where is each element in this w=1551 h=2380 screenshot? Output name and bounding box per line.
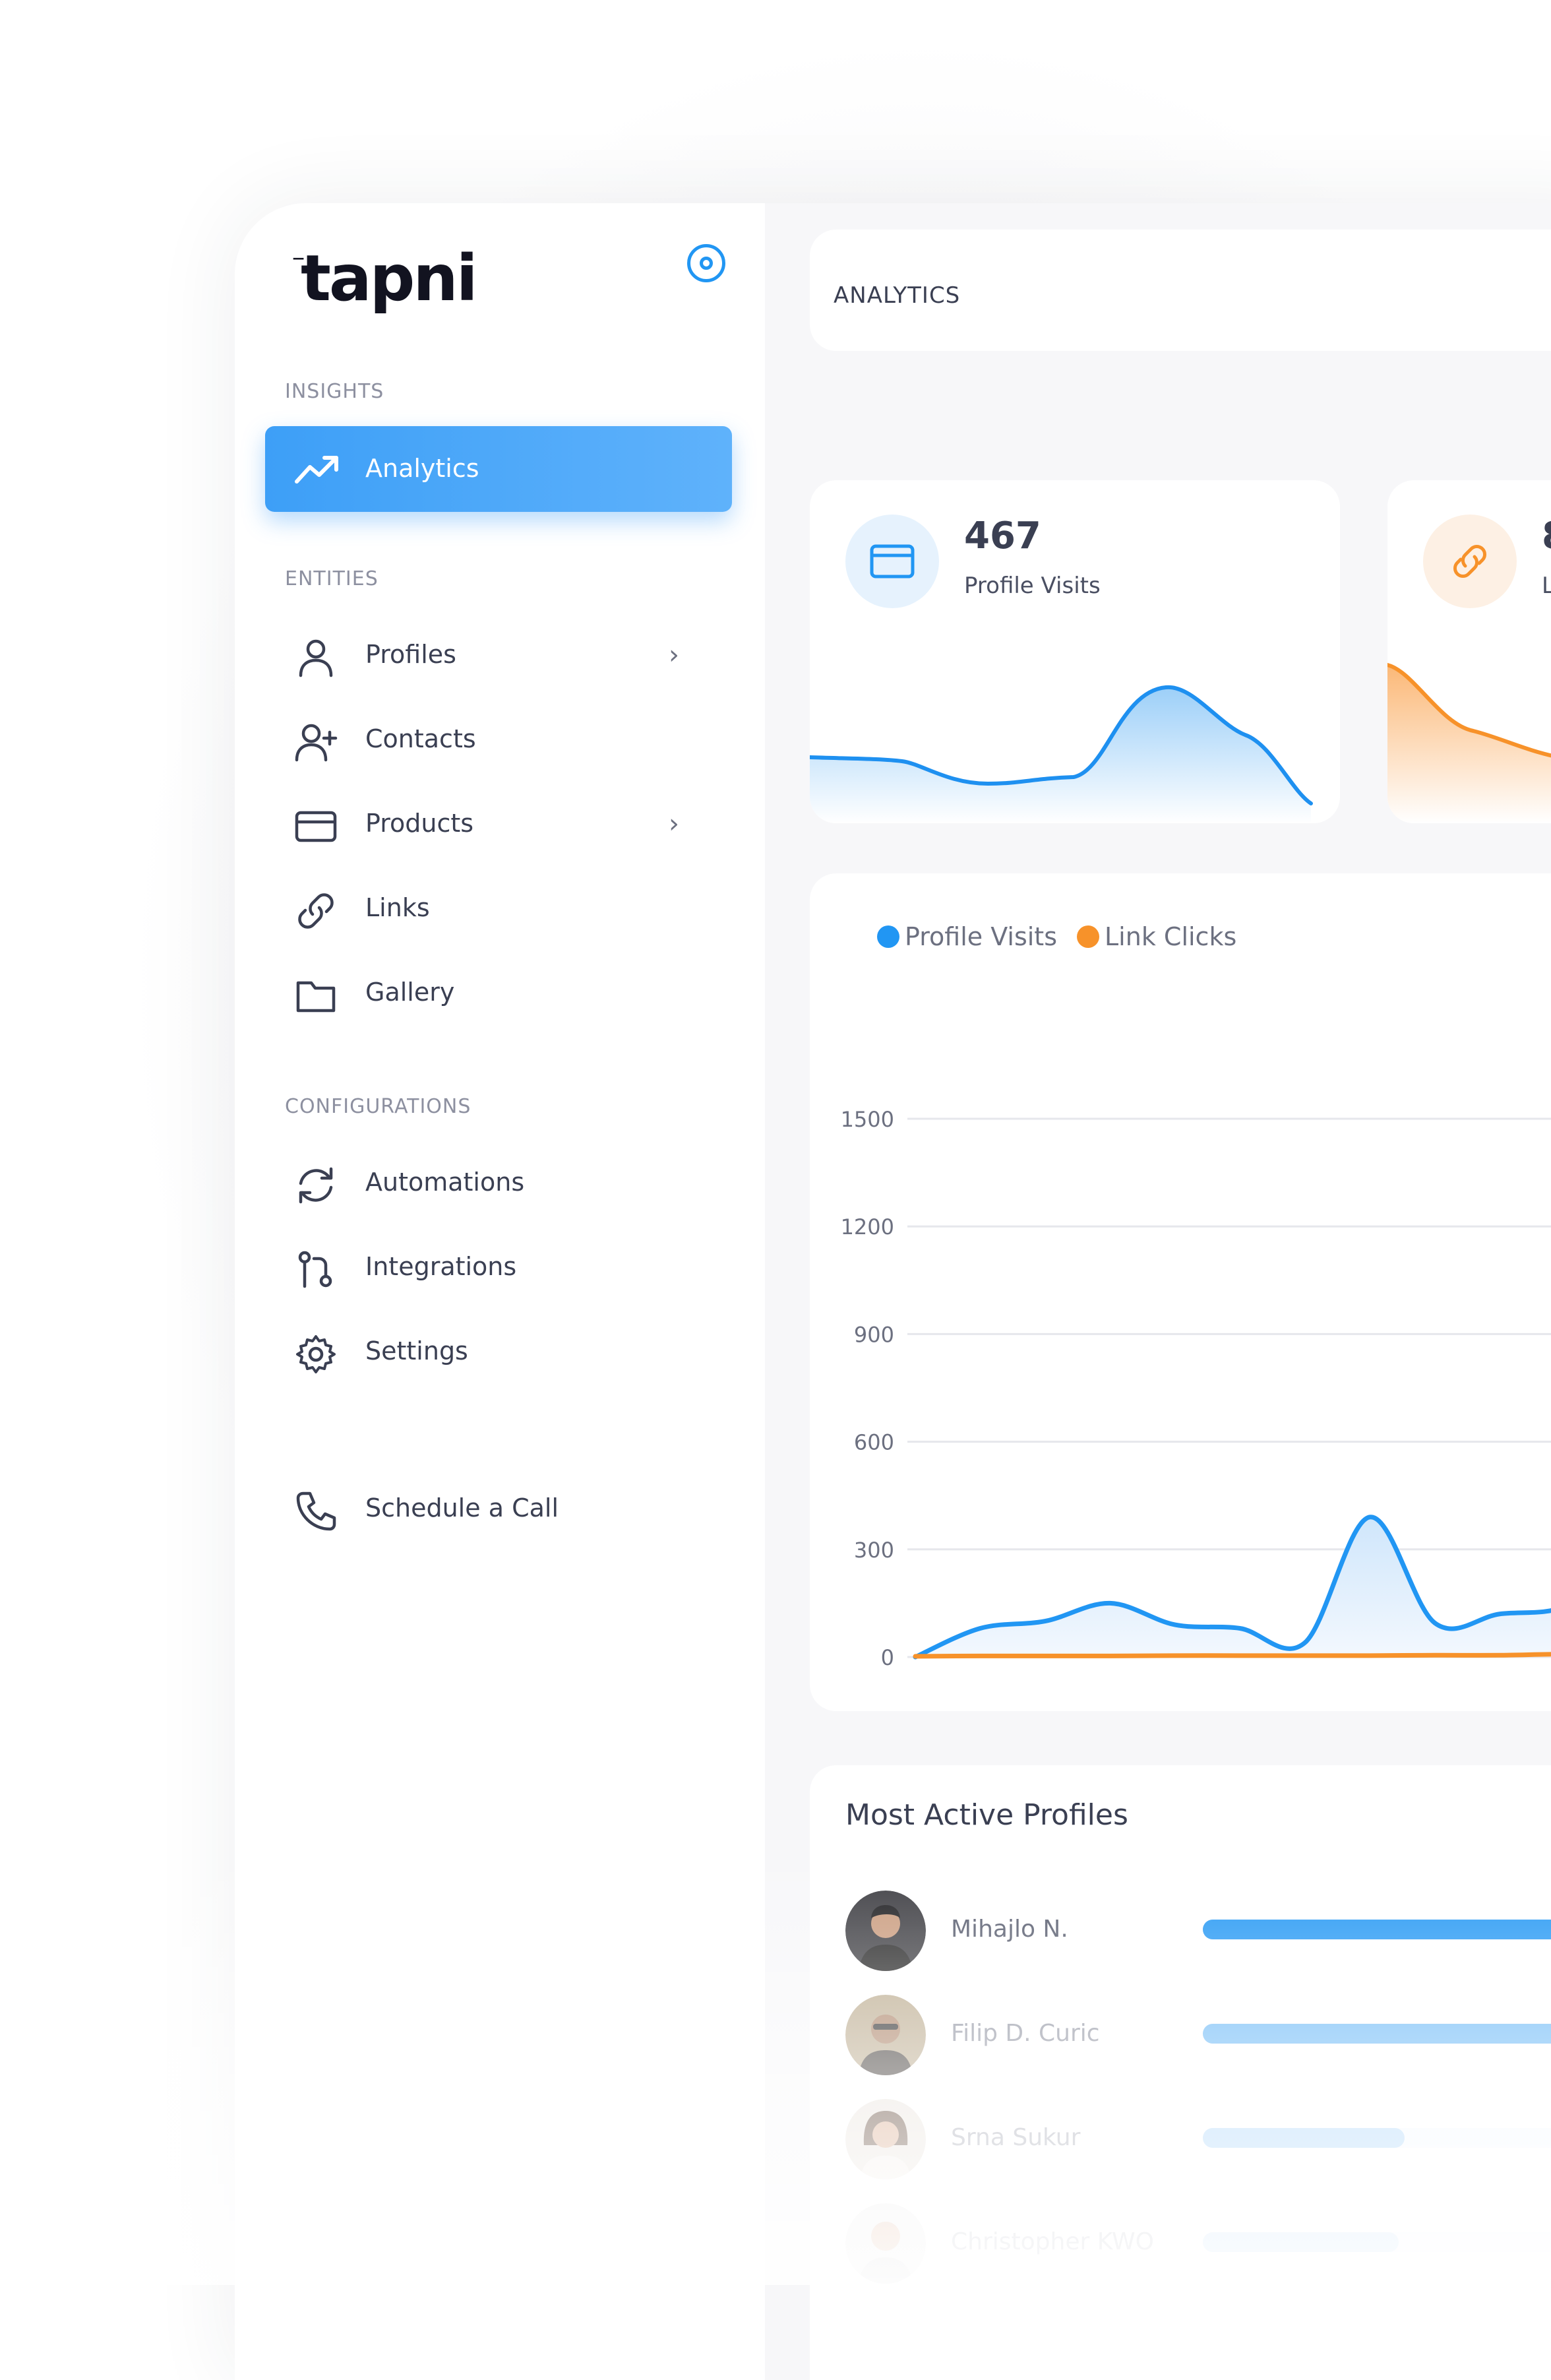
legend-dot	[877, 925, 899, 948]
chevron-right-icon: ›	[669, 809, 679, 839]
y-tick-label: 600	[854, 1430, 894, 1455]
series-line-link-clicks[interactable]	[913, 1652, 1551, 1659]
chart-legend: Profile Visits Link Clicks	[877, 922, 1256, 951]
legend-label: Profile Visits	[905, 922, 1058, 951]
sidebar-item-label: Links	[365, 893, 430, 922]
stat-label: Profile Visits	[964, 573, 1101, 599]
phone-icon	[296, 1491, 336, 1531]
sidebar-item-integrations[interactable]: Integrations	[265, 1235, 732, 1301]
avatar	[845, 2099, 926, 2179]
sidebar-item-label: Products	[365, 809, 474, 838]
stat-value: 8	[1542, 515, 1551, 557]
activity-bar-track	[1203, 2024, 1551, 2044]
sidebar-item-label: Settings	[365, 1336, 468, 1365]
section-configurations: CONFIGURATIONS	[285, 1095, 471, 1118]
legend-item-link-clicks[interactable]: Link Clicks	[1077, 922, 1236, 951]
visits-clicks-chart-card: Profile Visits Link Clicks 1500 1200 900 60…	[810, 873, 1551, 1711]
sidebar-item-automations[interactable]: Automations	[265, 1150, 732, 1216]
sidebar-toggle-icon[interactable]	[687, 244, 725, 282]
legend-label: Link Clicks	[1105, 922, 1237, 951]
line-chart: 1500 1200 900 600 300 0	[841, 1107, 1551, 1670]
profile-name: Christopher KWO	[951, 2228, 1154, 2255]
sidebar-item-settings[interactable]: Settings	[265, 1319, 732, 1385]
y-tick-label: 300	[854, 1538, 894, 1563]
logo-text: tapni	[301, 241, 478, 315]
gear-icon	[296, 1335, 336, 1373]
git-pull-icon	[298, 1251, 332, 1288]
activity-bar-track	[1203, 2128, 1551, 2148]
sidebar-item-links[interactable]: Links	[265, 876, 732, 942]
activity-bar	[1203, 2128, 1405, 2148]
sidebar-item-profiles[interactable]: Profiles ›	[265, 623, 732, 689]
activity-bar-track	[1203, 1920, 1551, 1939]
sidebar-item-gallery[interactable]: Gallery	[265, 960, 732, 1026]
sidebar-item-contacts[interactable]: Contacts	[265, 707, 732, 773]
tapni-logo[interactable]: ⁻ tapni	[291, 241, 478, 315]
trending-up-icon	[295, 456, 338, 484]
stat-badge	[845, 515, 939, 608]
link-clicks-sparkline	[1387, 663, 1551, 823]
folder-icon	[296, 981, 336, 1013]
series-area-profile-visits	[915, 1517, 1551, 1657]
page-title: ANALYTICS	[834, 282, 961, 309]
sidebar-item-label: Automations	[365, 1168, 525, 1197]
card-title: Most Active Profiles	[845, 1798, 1128, 1832]
legend-dot	[1077, 925, 1100, 948]
activity-bar-track	[1203, 2232, 1551, 2252]
activity-bar	[1203, 2024, 1551, 2044]
profile-name: Mihajlo N.	[951, 1916, 1068, 1943]
section-insights: INSIGHTS	[285, 380, 384, 403]
y-tick-label: 900	[854, 1322, 894, 1347]
chevron-right-icon: ›	[669, 640, 679, 670]
sidebar-item-analytics[interactable]: Analytics	[265, 426, 732, 512]
stat-badge	[1423, 515, 1517, 608]
user-plus-icon	[295, 724, 338, 762]
sidebar-item-label: Integrations	[365, 1252, 517, 1281]
profile-name: Srna Sukur	[951, 2124, 1081, 2151]
section-entities: ENTITIES	[285, 567, 379, 590]
app-window: ⁻ tapni INSIGHTS Analytics ENTITIES Prof…	[235, 203, 1551, 2380]
sidebar-item-products[interactable]: Products ›	[265, 792, 732, 858]
logo-mark-icon: ⁻	[291, 248, 305, 278]
most-active-profiles-card: Most Active Profiles Mihajlo N. Filip D.…	[810, 1765, 1551, 2380]
avatar	[845, 1995, 926, 2075]
sidebar-item-label: Gallery	[365, 978, 455, 1007]
profile-name: Filip D. Curic	[951, 2020, 1100, 2047]
list-item[interactable]: Mihajlo N.	[845, 1891, 1551, 1976]
page-header: ANALYTICS	[810, 230, 1551, 351]
activity-bar	[1203, 2232, 1399, 2252]
list-item[interactable]: Srna Sukur	[845, 2099, 1551, 2185]
link-icon	[1453, 545, 1486, 578]
y-tick-label: 0	[881, 1645, 894, 1670]
schedule-call-label: Schedule a Call	[365, 1493, 559, 1522]
stat-label: L	[1542, 573, 1551, 599]
stat-card-link-clicks: 8 L	[1387, 480, 1551, 823]
y-tick-label: 1200	[841, 1214, 894, 1239]
schedule-call-link[interactable]: Schedule a Call	[265, 1476, 732, 1542]
stat-value: 467	[964, 515, 1041, 557]
list-item[interactable]: Filip D. Curic	[845, 1995, 1551, 2081]
sidebar: ⁻ tapni INSIGHTS Analytics ENTITIES Prof…	[235, 203, 765, 2380]
activity-bar	[1203, 1920, 1551, 1939]
sidebar-item-label: Profiles	[365, 640, 456, 669]
card-icon	[870, 544, 915, 579]
profile-visits-sparkline	[810, 685, 1313, 823]
avatar	[845, 1891, 926, 1971]
y-tick-label: 1500	[841, 1107, 894, 1132]
legend-item-profile-visits[interactable]: Profile Visits	[877, 922, 1057, 951]
list-item[interactable]: Christopher KWO	[845, 2203, 1551, 2289]
series-line-profile-visits[interactable]	[913, 1515, 1551, 1660]
avatar	[845, 2203, 926, 2284]
user-icon	[299, 639, 333, 677]
refresh-icon	[299, 1167, 333, 1204]
sidebar-item-label: Analytics	[365, 454, 479, 483]
card-icon	[295, 811, 337, 842]
sidebar-item-label: Contacts	[365, 724, 476, 753]
link-icon	[298, 893, 334, 929]
stat-card-profile-visits: 467 Profile Visits	[810, 480, 1340, 823]
